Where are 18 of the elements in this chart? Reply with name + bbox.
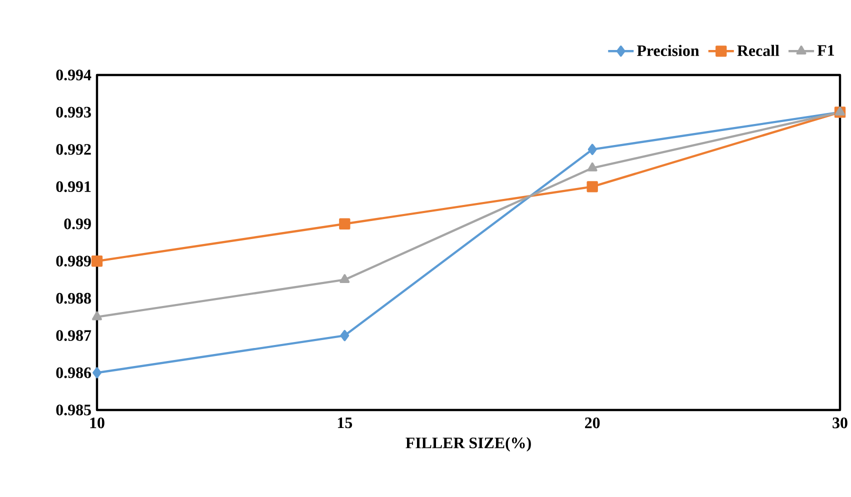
- x-tick-label: 15: [338, 418, 352, 428]
- y-tick-label: 0.993: [56, 106, 91, 118]
- y-tick-label: 0.988: [56, 292, 91, 304]
- y-tick-label: 0.986: [56, 367, 92, 378]
- x-axis-title: FILLER SIZE(%): [406, 437, 531, 452]
- legend-label: Precision: [636, 44, 700, 56]
- legend-label: F1: [817, 45, 834, 56]
- y-tick-label: 0.991: [56, 181, 91, 192]
- y-tick-label: 0.99: [64, 218, 91, 230]
- legend-label: Recall: [737, 44, 780, 56]
- x-tick-label: 20: [585, 418, 600, 428]
- x-tick-label: 10: [90, 418, 104, 428]
- y-tick-label: 0.992: [56, 144, 91, 155]
- y-tick-label: 0.985: [56, 404, 91, 416]
- y-tick-label: 0.987: [56, 330, 92, 341]
- x-tick-label: 30: [832, 418, 848, 428]
- y-tick-label: 0.994: [56, 70, 92, 80]
- y-tick-label: 0.989: [56, 256, 91, 267]
